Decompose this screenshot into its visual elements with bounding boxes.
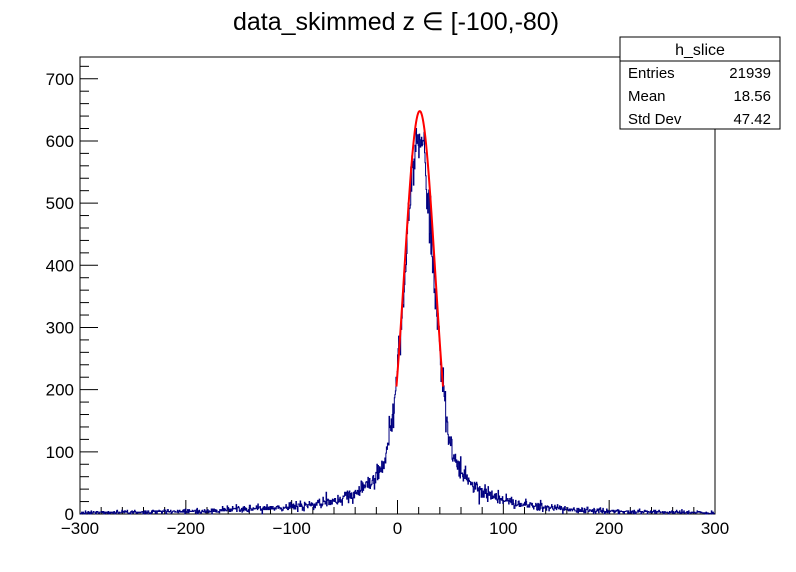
y-tick-label: 600 — [46, 132, 74, 151]
x-tick-label: 200 — [595, 519, 623, 538]
stats-value-entries: 21939 — [729, 65, 771, 82]
x-tick-label: 300 — [701, 519, 729, 538]
stats-label-entries: Entries — [628, 65, 675, 82]
x-tick-label: −200 — [167, 519, 205, 538]
y-tick-label: 700 — [46, 70, 74, 89]
y-tick-label: 200 — [46, 381, 74, 400]
y-tick-label: 500 — [46, 194, 74, 213]
stats-box-frame — [619, 36, 781, 130]
x-tick-label: −100 — [273, 519, 311, 538]
y-axis: 0 100 200 300 400 500 600 700 — [46, 65, 98, 524]
x-tick-label: −300 — [61, 519, 99, 538]
x-axis: −300 −200 −100 0 100 200 300 — [61, 500, 729, 538]
stats-value-stddev: 47.42 — [733, 111, 771, 128]
stats-title: h_slice — [675, 42, 725, 59]
x-tick-label: 100 — [489, 519, 517, 538]
chart-title: data_skimmed z ∈ [-100,-80) — [233, 8, 559, 36]
y-tick-label: 300 — [46, 318, 74, 337]
y-tick-label: 0 — [65, 505, 74, 524]
stats-label-stddev: Std Dev — [628, 111, 682, 128]
y-tick-label: 400 — [46, 256, 74, 275]
histogram-series — [80, 128, 715, 515]
stats-label-mean: Mean — [628, 88, 666, 105]
stats-box: h_slice Entries 21939 Mean 18.56 Std Dev… — [619, 36, 781, 130]
y-tick-label: 100 — [46, 443, 74, 462]
x-tick-label: 0 — [393, 519, 402, 538]
stats-value-mean: 18.56 — [733, 88, 771, 105]
gaussian-fit-curve — [395, 110, 445, 387]
